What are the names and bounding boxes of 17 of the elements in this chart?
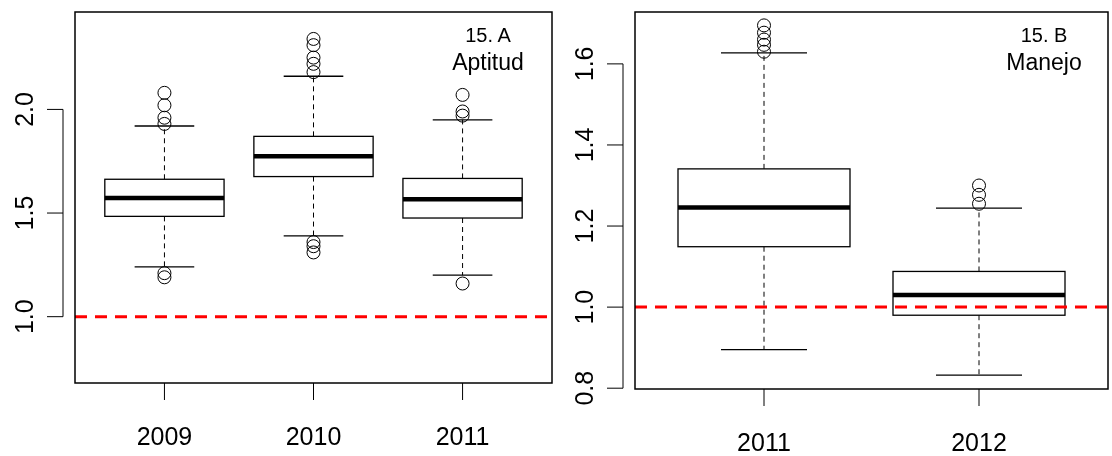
- annotation: 15. B: [1020, 24, 1068, 46]
- x-tick-label: 2011: [435, 422, 490, 450]
- y-tick-label: 1.5: [10, 195, 38, 231]
- annotation: Manejo: [1006, 49, 1082, 75]
- y-tick-label: 1.2: [570, 208, 598, 244]
- y-tick-label: 2.0: [10, 92, 38, 127]
- x-tick-label: 2010: [285, 422, 342, 450]
- y-tick-label: 0.8: [570, 370, 598, 406]
- y-tick-label: 1.4: [570, 127, 598, 163]
- x-tick-label: 2012: [951, 428, 1007, 456]
- annotation: Aptitud: [452, 49, 524, 75]
- y-tick-label: 1.0: [570, 289, 598, 325]
- y-tick-label: 1.6: [570, 46, 598, 82]
- x-tick-label: 2009: [136, 422, 193, 450]
- annotation: 15. A: [465, 24, 512, 46]
- x-tick-label: 2011: [737, 428, 791, 456]
- y-tick-label: 1.0: [10, 299, 38, 335]
